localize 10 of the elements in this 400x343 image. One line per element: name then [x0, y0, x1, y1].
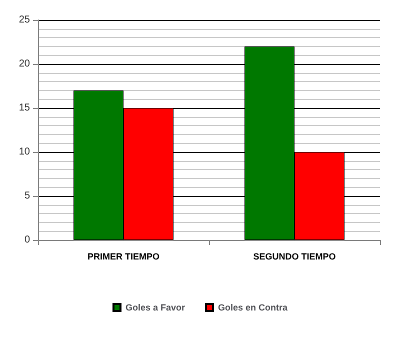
y-tick-label: 10 — [18, 146, 30, 158]
legend-label: Goles a Favor — [125, 302, 186, 312]
y-tick-label: 15 — [18, 102, 30, 114]
legend-label: Goles en Contra — [218, 302, 289, 312]
x-tick-label: SEGUNDO TIEMPO — [253, 252, 336, 262]
y-tick-label: 5 — [24, 190, 30, 202]
y-tick-label: 25 — [18, 14, 30, 26]
x-tick-label: PRIMER TIEMPO — [87, 252, 160, 262]
y-tick-label: 20 — [18, 58, 30, 70]
y-tick-label: 0 — [24, 234, 30, 246]
